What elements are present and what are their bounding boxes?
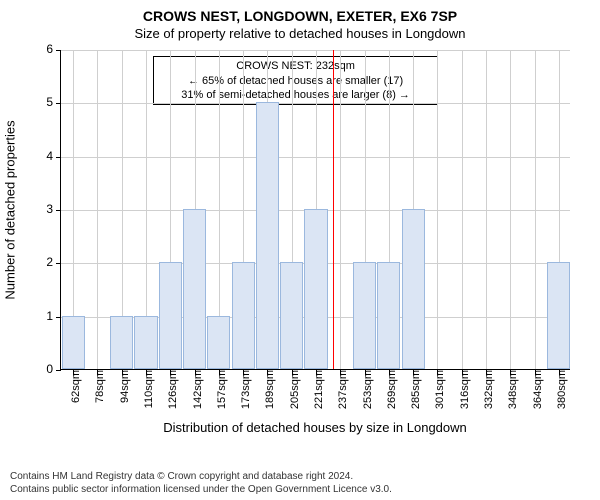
x-gridline xyxy=(462,50,463,369)
y-tick-label: 6 xyxy=(46,42,61,56)
bar xyxy=(402,209,425,369)
bar xyxy=(547,262,570,369)
x-tick-label: 62sqm xyxy=(64,370,82,403)
chart-title: CROWS NEST, LONGDOWN, EXETER, EX6 7SP xyxy=(0,0,600,24)
x-tick-label: 110sqm xyxy=(137,370,155,408)
y-tick-label: 3 xyxy=(46,202,61,216)
annotation-line-1: CROWS NEST: 232sqm xyxy=(160,59,432,73)
marker-line xyxy=(333,50,334,369)
annotation-box: CROWS NEST: 232sqm ← 65% of detached hou… xyxy=(153,56,439,105)
bar xyxy=(134,316,157,369)
bar xyxy=(159,262,182,369)
y-tick-label: 1 xyxy=(46,309,61,323)
y-tick-label: 5 xyxy=(46,95,61,109)
y-axis-label: Number of detached properties xyxy=(3,120,18,299)
y-tick-label: 2 xyxy=(46,255,61,269)
x-tick-label: 269sqm xyxy=(380,370,398,409)
x-tick-label: 78sqm xyxy=(88,370,106,403)
x-tick-label: 142sqm xyxy=(186,370,204,409)
x-gridline xyxy=(437,50,438,369)
annotation-line-3: 31% of semi-detached houses are larger (… xyxy=(160,88,432,102)
footnote-line-1: Contains HM Land Registry data © Crown c… xyxy=(10,470,590,483)
bar xyxy=(207,316,230,369)
x-tick-label: 126sqm xyxy=(161,370,179,409)
x-tick-label: 221sqm xyxy=(307,370,325,409)
x-tick-label: 364sqm xyxy=(526,370,544,409)
x-gridline xyxy=(510,50,511,369)
bar xyxy=(304,209,327,369)
x-tick-label: 237sqm xyxy=(331,370,349,409)
x-tick-label: 189sqm xyxy=(258,370,276,409)
x-axis-label: Distribution of detached houses by size … xyxy=(60,420,570,435)
chart-subtitle: Size of property relative to detached ho… xyxy=(0,24,600,41)
bar xyxy=(110,316,133,369)
x-tick-label: 380sqm xyxy=(550,370,568,409)
x-tick-label: 301sqm xyxy=(428,370,446,409)
x-gridline xyxy=(97,50,98,369)
x-tick-label: 94sqm xyxy=(113,370,131,403)
plot-area: CROWS NEST: 232sqm ← 65% of detached hou… xyxy=(60,50,570,370)
bar xyxy=(62,316,85,369)
x-tick-label: 157sqm xyxy=(210,370,228,409)
x-gridline xyxy=(340,50,341,369)
bar xyxy=(256,102,279,369)
x-gridline xyxy=(535,50,536,369)
annotation-line-2: ← 65% of detached houses are smaller (17… xyxy=(160,74,432,88)
bar xyxy=(183,209,206,369)
chart-container: CROWS NEST, LONGDOWN, EXETER, EX6 7SP Si… xyxy=(0,0,600,500)
x-tick-label: 173sqm xyxy=(234,370,252,409)
x-tick-label: 316sqm xyxy=(453,370,471,409)
x-tick-label: 253sqm xyxy=(356,370,374,409)
x-gridline xyxy=(486,50,487,369)
y-tick-label: 0 xyxy=(46,362,61,376)
bar xyxy=(353,262,376,369)
x-tick-label: 348sqm xyxy=(501,370,519,409)
y-tick-label: 4 xyxy=(46,149,61,163)
x-tick-label: 205sqm xyxy=(283,370,301,409)
bar xyxy=(377,262,400,369)
x-tick-label: 285sqm xyxy=(404,370,422,409)
bar xyxy=(232,262,255,369)
bar xyxy=(280,262,303,369)
footnote: Contains HM Land Registry data © Crown c… xyxy=(0,470,600,496)
x-tick-label: 332sqm xyxy=(477,370,495,409)
footnote-line-2: Contains public sector information licen… xyxy=(10,483,590,496)
